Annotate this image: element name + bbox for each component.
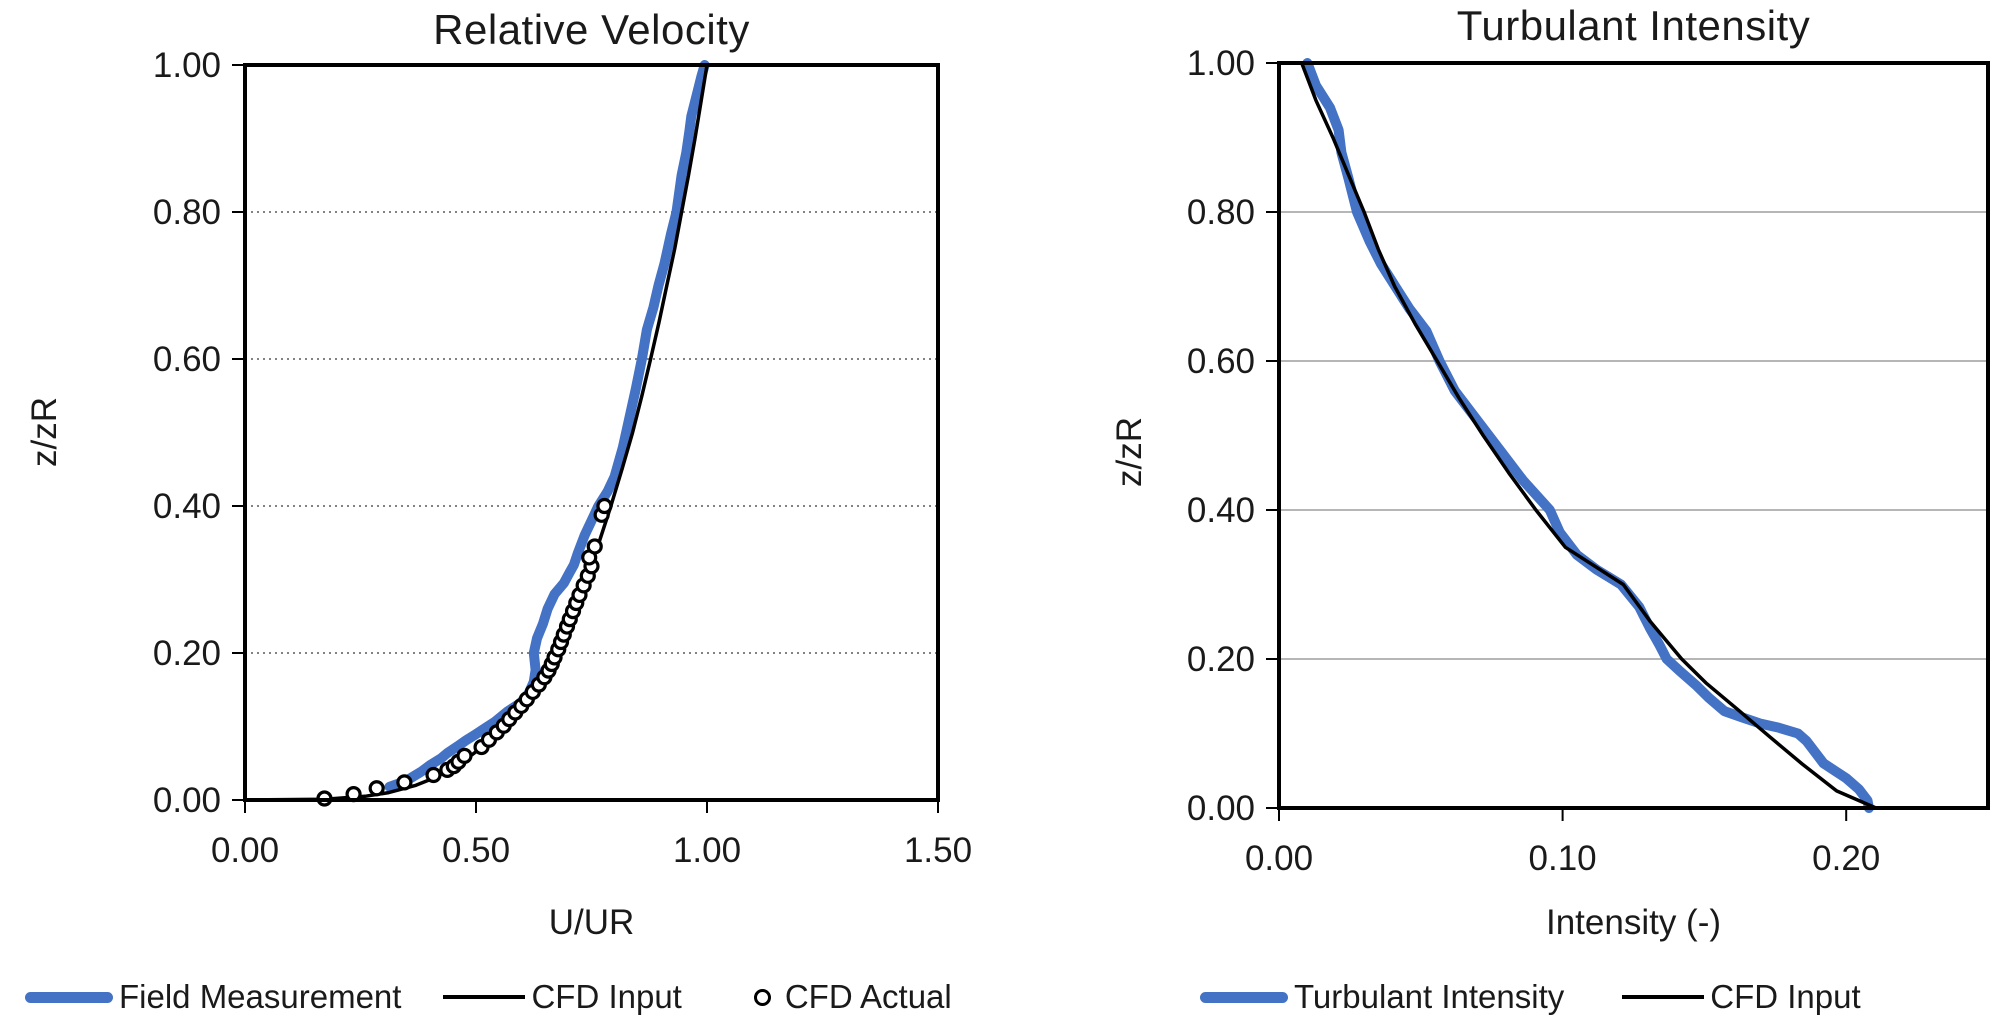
- legend-line-swatch-black-icon: [443, 995, 526, 999]
- right-chart-y-axis-label: z/zR: [1110, 417, 1149, 487]
- plot-border: [1277, 61, 1990, 810]
- series-line: [384, 60, 710, 792]
- y-tick-label: 0.60: [1187, 342, 1255, 381]
- legend-label-cfd-input-right: CFD Input: [1710, 978, 1861, 1015]
- legend-open-circle-swatch-icon: [753, 988, 771, 1006]
- x-tick-label: 0.10: [1529, 839, 1597, 878]
- series-marker: [596, 497, 613, 515]
- right-chart-legend: Turbulant Intensity CFD Input: [1200, 978, 1861, 1016]
- y-tick-label: 0.20: [1187, 640, 1255, 679]
- y-tick-label: 0.40: [153, 487, 221, 526]
- legend-label-turbulant-intensity: Turbulant Intensity: [1294, 978, 1565, 1015]
- chart-plot-1: 0.00 0.20 0.40 0.60 0.80 1.00 0.00 0.10 0.20: [1187, 44, 1990, 878]
- y-tick-label: 0.40: [1187, 491, 1255, 530]
- series-marker: [396, 774, 413, 791]
- left-chart-x-axis-label: U/UR: [548, 903, 635, 942]
- series-marker: [456, 747, 473, 765]
- y-tick-label: 1.00: [153, 46, 221, 85]
- y-tick-label: 0.00: [1187, 789, 1255, 828]
- y-tick-label: 0.60: [153, 340, 221, 379]
- right-chart-x-axis-label: Intensity (-): [1545, 903, 1722, 942]
- left-chart-title: Relative Velocity: [433, 6, 750, 53]
- series-line: [243, 63, 709, 802]
- legend-label-cfd-input: CFD Input: [531, 978, 682, 1015]
- legend-line-swatch-blue-icon: [25, 991, 113, 1003]
- plot-border: [243, 63, 940, 802]
- y-tick-label: 0.00: [153, 781, 221, 820]
- series-marker: [586, 538, 603, 555]
- series-line: [1299, 61, 1878, 810]
- y-tick-label: 1.00: [1187, 44, 1255, 83]
- y-tick-label: 0.80: [153, 193, 221, 232]
- left-chart-legend: Field Measurement CFD Input CFD Actual: [25, 978, 952, 1016]
- legend-line-swatch-blue-icon: [1200, 991, 1288, 1003]
- x-tick-label: 0.00: [1245, 839, 1313, 878]
- right-chart-title: Turbulant Intensity: [1456, 2, 1811, 49]
- y-tick-label: 0.80: [1187, 193, 1255, 232]
- legend-label-field-measurement: Field Measurement: [119, 978, 402, 1015]
- y-tick-label: 0.20: [153, 634, 221, 673]
- x-tick-label: 0.00: [211, 831, 279, 870]
- series-line: [1302, 58, 1874, 813]
- chart-plot-0: 0.00 0.20 0.40 0.60 0.80 1.00 0.00 0.50 1.00 1.50: [153, 46, 972, 870]
- series-marker: [368, 780, 385, 797]
- legend-line-swatch-black-icon: [1622, 995, 1705, 999]
- x-tick-label: 0.20: [1812, 839, 1880, 878]
- legend-label-cfd-actual: CFD Actual: [784, 978, 952, 1015]
- series-marker: [425, 766, 442, 784]
- x-tick-label: 1.50: [904, 831, 972, 870]
- x-tick-label: 0.50: [442, 831, 510, 870]
- x-tick-label: 1.00: [673, 831, 741, 870]
